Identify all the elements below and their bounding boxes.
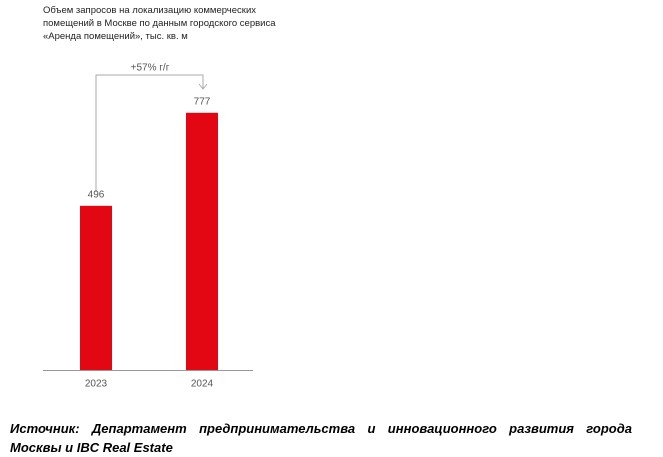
value-label: 496 xyxy=(88,189,105,200)
arrow-head xyxy=(198,83,208,90)
growth-bracket xyxy=(95,74,204,192)
chart: +57% г/г 2023 496 2024 777 xyxy=(43,63,253,390)
bar xyxy=(80,205,112,370)
annotation: +57% г/г xyxy=(131,63,170,74)
value-label: 777 xyxy=(194,96,211,107)
source-note: Источник: Департамент предпринимательств… xyxy=(10,421,632,455)
bar xyxy=(186,112,218,371)
x-tick-label: 2023 xyxy=(85,379,108,390)
x-tick-label: 2024 xyxy=(191,379,214,390)
chart-title: Объем запросов на локализацию коммерческ… xyxy=(43,5,276,42)
